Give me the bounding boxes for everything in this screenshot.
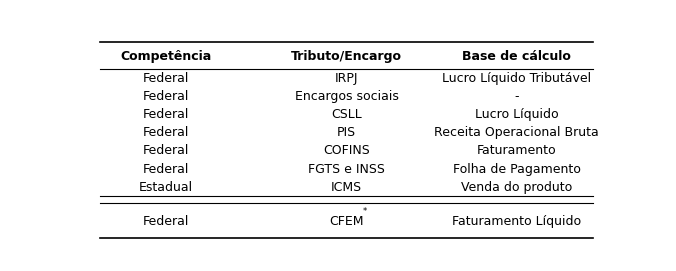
Text: Estadual: Estadual	[139, 181, 193, 194]
Text: PIS: PIS	[337, 126, 356, 139]
Text: Encargos sociais: Encargos sociais	[295, 90, 398, 103]
Text: Competência: Competência	[120, 50, 212, 63]
Text: Faturamento: Faturamento	[477, 144, 556, 157]
Text: *: *	[363, 207, 367, 215]
Text: Federal: Federal	[143, 126, 189, 139]
Text: Federal: Federal	[143, 215, 189, 228]
Text: COFINS: COFINS	[323, 144, 370, 157]
Text: Federal: Federal	[143, 144, 189, 157]
Text: CSLL: CSLL	[331, 108, 362, 121]
Text: Federal: Federal	[143, 108, 189, 121]
Text: Federal: Federal	[143, 163, 189, 176]
Text: Lucro Líquido Tributável: Lucro Líquido Tributável	[442, 72, 592, 85]
Text: CFEM: CFEM	[329, 215, 364, 228]
Text: Tributo/Encargo: Tributo/Encargo	[291, 50, 402, 63]
Text: Federal: Federal	[143, 90, 189, 103]
Text: -: -	[514, 90, 519, 103]
Text: Base de cálculo: Base de cálculo	[462, 50, 571, 63]
Text: Faturamento Líquido: Faturamento Líquido	[452, 215, 581, 228]
Text: Venda do produto: Venda do produto	[461, 181, 573, 194]
Text: Lucro Líquido: Lucro Líquido	[475, 108, 558, 121]
Text: Federal: Federal	[143, 72, 189, 85]
Text: Receita Operacional Bruta: Receita Operacional Bruta	[435, 126, 599, 139]
Text: FGTS e INSS: FGTS e INSS	[308, 163, 385, 176]
Text: Folha de Pagamento: Folha de Pagamento	[453, 163, 581, 176]
Text: IRPJ: IRPJ	[335, 72, 358, 85]
Text: ICMS: ICMS	[331, 181, 362, 194]
